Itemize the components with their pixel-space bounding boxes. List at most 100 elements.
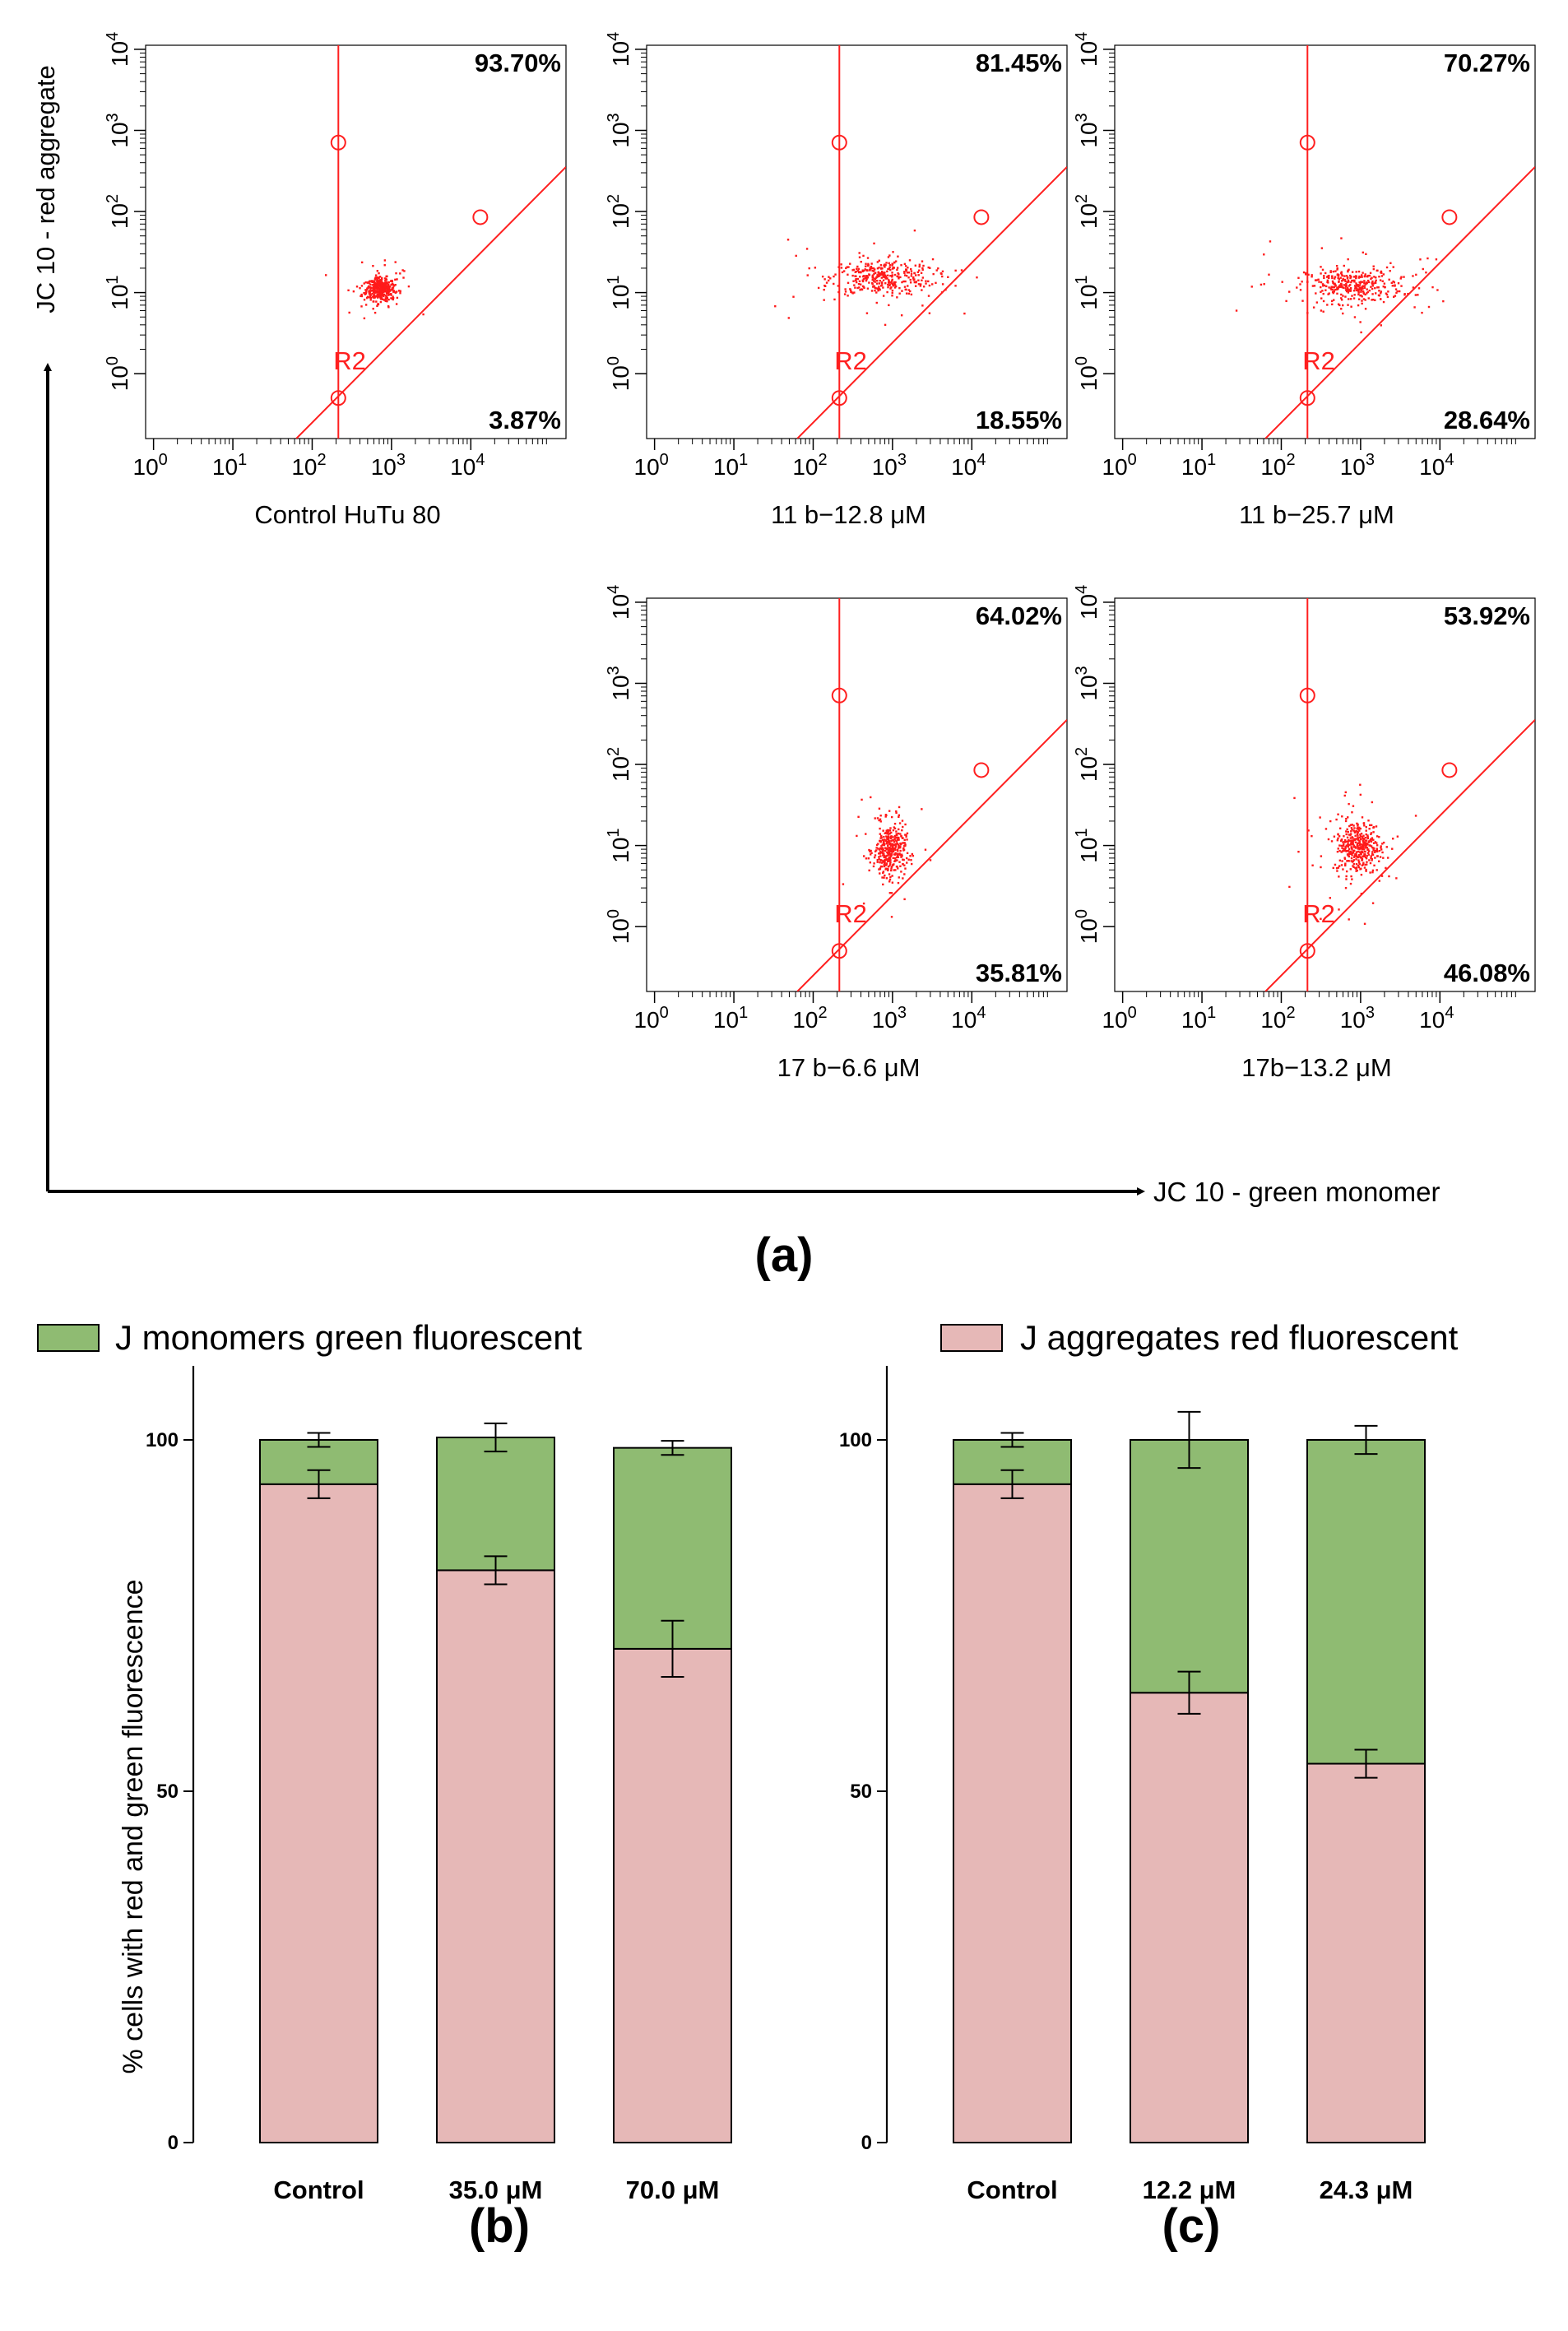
scatter-dot [366, 295, 369, 299]
scatter-dot [888, 280, 890, 282]
y-tick-label: 104 [1073, 585, 1102, 620]
scatter-dot [903, 274, 907, 276]
y-tick-label: 102 [104, 194, 132, 229]
scatter-dot [895, 840, 898, 843]
scatter-dot [895, 833, 898, 835]
scatter-dot [1363, 275, 1366, 278]
scatter-dot [1350, 830, 1352, 833]
scatter-dot [1366, 855, 1369, 857]
scatter-dot [1324, 828, 1328, 830]
scatter-dot [884, 864, 887, 866]
scatter-dot [1360, 838, 1362, 841]
scatter-dot [1398, 290, 1401, 293]
scatter-dot [878, 287, 880, 290]
scatter-dot [1362, 298, 1366, 300]
scatter-dot [855, 275, 857, 277]
scatter-dot [1385, 866, 1387, 870]
scatter-dot [893, 860, 897, 862]
scatter-dot [787, 317, 791, 319]
scatter-dot [1315, 301, 1319, 304]
scatter-dot [1338, 827, 1342, 829]
scatter-dot [396, 296, 399, 300]
scatter-dot [382, 282, 385, 285]
scatter-dot [1345, 289, 1348, 291]
scatter-dot [897, 832, 900, 835]
scatter-dot [360, 295, 363, 298]
gate-diagonal-line [1264, 166, 1535, 439]
scatter-dot [885, 877, 888, 880]
scatter-dot [1332, 281, 1334, 285]
scatter-dot [856, 277, 860, 281]
scatter-dot [1337, 275, 1340, 277]
scatter-dot [366, 288, 369, 290]
scatter-dot [795, 254, 797, 258]
scatter-dot [884, 838, 886, 841]
scatter-dot [894, 285, 898, 288]
y-tick-exponent: 3 [605, 113, 623, 122]
scatter-dot [1347, 850, 1349, 852]
scatter-dot [386, 291, 389, 295]
scatter-dot [828, 276, 830, 278]
scatter-dot [898, 861, 901, 863]
scatter-dot [396, 278, 398, 281]
scatter-dot [1342, 844, 1345, 847]
scatter-dot [941, 270, 944, 273]
scatter-dot [1358, 839, 1361, 843]
scatter-dot [892, 251, 894, 253]
scatter-dot [1344, 887, 1348, 889]
scatter-dot [1349, 850, 1352, 853]
scatter-dot [890, 839, 893, 843]
scatter-dot [380, 276, 383, 280]
scatter-dot [883, 856, 885, 859]
scatter-dot [1307, 829, 1310, 832]
scatter-dot [886, 858, 888, 861]
scatter-dot [805, 248, 809, 250]
scatter-dot [888, 829, 890, 832]
legend-red-swatch [940, 1324, 1003, 1352]
scatter-dot [903, 271, 906, 273]
y-tick-label: 100 [1073, 909, 1102, 944]
scatter-dot [786, 239, 790, 241]
scatter-dot [1344, 863, 1347, 866]
panel-c-letter: (c) [1162, 2199, 1221, 2253]
scatter-dot [1311, 834, 1313, 838]
scatter-dot [879, 818, 882, 820]
scatter-dot [1365, 870, 1367, 872]
scatter-dot [902, 847, 905, 850]
scatter-dot [1349, 276, 1352, 280]
scatter-dot [855, 270, 857, 273]
y-tick-exponent: 1 [1073, 275, 1091, 284]
scatter-dot [1347, 854, 1349, 857]
scatter-dot [941, 283, 944, 286]
scatter-dot [1365, 839, 1368, 842]
scatter-dot [823, 284, 826, 287]
scatter-dot [873, 280, 875, 282]
scatter-dot [1347, 816, 1349, 819]
scatter-dot [882, 843, 885, 846]
gate-handle [1441, 762, 1458, 778]
scatter-dot [852, 280, 855, 282]
scatter-dot [388, 293, 392, 295]
scatter-dot [1338, 284, 1341, 286]
scatter-dot [910, 267, 912, 271]
scatter-dot [854, 279, 857, 282]
scatter-dot [931, 258, 935, 261]
scatter-dot [900, 856, 902, 858]
scatter-dot [1334, 282, 1336, 286]
upper-percentage: 70.27% [1444, 49, 1530, 77]
x-tick-exponent: 0 [1128, 1004, 1137, 1022]
scatter-dot [1379, 298, 1382, 300]
scatter-dot [373, 278, 377, 281]
scatter-dot [896, 268, 898, 272]
gate-handle [1299, 687, 1315, 703]
scatter-dot [1346, 860, 1348, 862]
scatter-dot [1381, 843, 1384, 845]
scatter-dot [1348, 847, 1351, 851]
y-tick-label: 50 [850, 1781, 872, 1803]
scatter-dot [1360, 867, 1362, 870]
scatter-dot [882, 861, 884, 863]
scatter-dot [866, 276, 870, 279]
scatter-dot [841, 271, 844, 274]
scatter-dot [1344, 838, 1347, 842]
y-tick-label: 101 [605, 275, 633, 309]
